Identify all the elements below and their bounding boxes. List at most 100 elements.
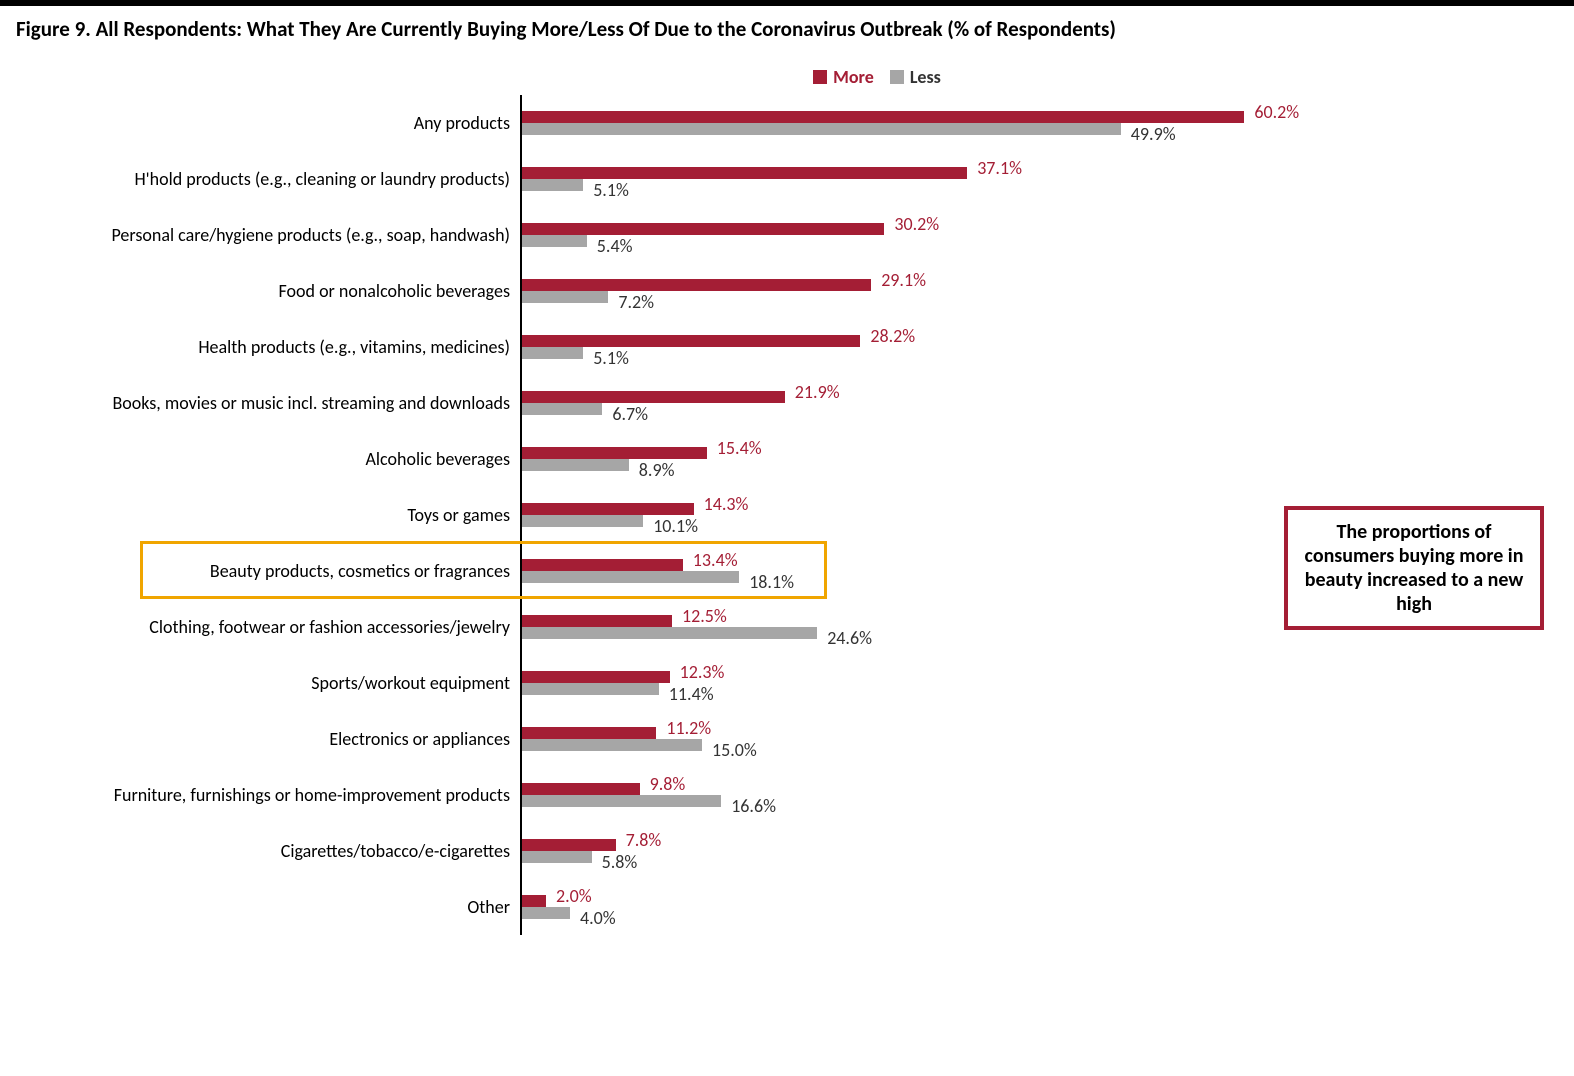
bar-row: 30.2%5.4% <box>522 207 1300 263</box>
bar <box>522 347 583 359</box>
category-label: Cigarettes/tobacco/e-cigarettes <box>16 823 520 879</box>
legend: More Less <box>196 66 1558 89</box>
category-label: Alcoholic beverages <box>16 431 520 487</box>
category-label: Other <box>16 879 520 935</box>
bar-line: 11.2% <box>522 711 1300 739</box>
category-label: Books, movies or music incl. streaming a… <box>16 375 520 431</box>
bar-line: 24.6% <box>522 627 1300 655</box>
bar-value-label: 7.8% <box>626 829 662 851</box>
bar <box>522 403 602 415</box>
bar-line: 37.1% <box>522 151 1300 179</box>
category-label: H'hold products (e.g., cleaning or laund… <box>16 151 520 207</box>
bar-value-label: 18.1% <box>749 571 794 593</box>
bar-value-label: 21.9% <box>795 381 840 403</box>
bar-line: 60.2% <box>522 95 1300 123</box>
chart-container: More Less Any productsH'hold products (e.… <box>0 46 1574 955</box>
bar <box>522 279 871 291</box>
bar-line: 7.8% <box>522 823 1300 851</box>
bar-value-label: 24.6% <box>827 627 872 649</box>
bar-row: 9.8%16.6% <box>522 767 1300 823</box>
bar-row: 2.0%4.0% <box>522 879 1300 935</box>
category-label: Electronics or appliances <box>16 711 520 767</box>
bar-line: 16.6% <box>522 795 1300 823</box>
category-label: Food or nonalcoholic beverages <box>16 263 520 319</box>
bar <box>522 223 884 235</box>
bar-line: 6.7% <box>522 403 1300 431</box>
legend-label: Less <box>910 66 941 88</box>
bar <box>522 335 860 347</box>
bar-row: 15.4%8.9% <box>522 431 1300 487</box>
bar <box>522 739 702 751</box>
bar <box>522 235 587 247</box>
bar-line: 2.0% <box>522 879 1300 907</box>
bar-value-label: 49.9% <box>1131 123 1176 145</box>
bar-line: 28.2% <box>522 319 1300 347</box>
bar-line: 11.4% <box>522 683 1300 711</box>
bar-value-label: 11.2% <box>666 717 711 739</box>
bar-line: 21.9% <box>522 375 1300 403</box>
callout-box: The proportions of consumers buying more… <box>1284 506 1544 630</box>
bar <box>522 515 643 527</box>
bar <box>522 391 785 403</box>
bar <box>522 851 592 863</box>
category-label: Beauty products, cosmetics or fragrances <box>16 543 520 599</box>
bar-line: 29.1% <box>522 263 1300 291</box>
bar <box>522 111 1244 123</box>
bar-value-label: 10.1% <box>653 515 698 537</box>
category-label: Toys or games <box>16 487 520 543</box>
bar-line: 8.9% <box>522 459 1300 487</box>
bar-line: 30.2% <box>522 207 1300 235</box>
bar <box>522 727 656 739</box>
bar-value-label: 5.1% <box>593 179 629 201</box>
category-label: Furniture, furnishings or home-improveme… <box>16 767 520 823</box>
bar-line: 5.8% <box>522 851 1300 879</box>
bar <box>522 447 707 459</box>
bar-line: 15.4% <box>522 431 1300 459</box>
bar <box>522 795 721 807</box>
figure-title: Figure 9. All Respondents: What They Are… <box>0 6 1574 46</box>
legend-item: Less <box>890 66 941 88</box>
bar-line: 49.9% <box>522 123 1300 151</box>
bar-value-label: 13.4% <box>693 549 738 571</box>
bar-value-label: 4.0% <box>580 907 616 929</box>
bar-line: 15.0% <box>522 739 1300 767</box>
bar-value-label: 14.3% <box>704 493 749 515</box>
bar-value-label: 30.2% <box>894 213 939 235</box>
bar-line: 18.1% <box>522 571 1300 599</box>
bar-value-label: 15.0% <box>712 739 757 761</box>
category-label: Sports/workout equipment <box>16 655 520 711</box>
bar-value-label: 11.4% <box>669 683 714 705</box>
bar-line: 9.8% <box>522 767 1300 795</box>
bar-value-label: 37.1% <box>977 157 1022 179</box>
category-label: Health products (e.g., vitamins, medicin… <box>16 319 520 375</box>
bar-line: 4.0% <box>522 907 1300 935</box>
bar-value-label: 28.2% <box>870 325 915 347</box>
bar <box>522 839 616 851</box>
bar-row: 21.9% 6.7% <box>522 375 1300 431</box>
bar-value-label: 29.1% <box>881 269 926 291</box>
bar-row: 13.4% 18.1% <box>522 543 1300 599</box>
bar <box>522 615 672 627</box>
bar-line: 12.5% <box>522 599 1300 627</box>
legend-swatch <box>890 70 904 84</box>
bar-row: 60.2% 49.9% <box>522 95 1300 151</box>
bar-line: 12.3% <box>522 655 1300 683</box>
bar-line: 5.1% <box>522 347 1300 375</box>
category-label: Clothing, footwear or fashion accessorie… <box>16 599 520 655</box>
legend-swatch <box>813 70 827 84</box>
category-label: Any products <box>16 95 520 151</box>
bar <box>522 683 659 695</box>
bar <box>522 167 967 179</box>
bar-line: 14.3% <box>522 487 1300 515</box>
bar <box>522 907 570 919</box>
bar-value-label: 6.7% <box>612 403 648 425</box>
bar <box>522 895 546 907</box>
bar <box>522 123 1121 135</box>
bar-value-label: 60.2% <box>1254 101 1299 123</box>
bar-value-label: 16.6% <box>731 795 776 817</box>
callout-text: The proportions of consumers buying more… <box>1305 520 1524 616</box>
legend-label: More <box>833 66 874 88</box>
bar-value-label: 12.3% <box>680 661 725 683</box>
bar <box>522 627 817 639</box>
bar-line: 5.1% <box>522 179 1300 207</box>
